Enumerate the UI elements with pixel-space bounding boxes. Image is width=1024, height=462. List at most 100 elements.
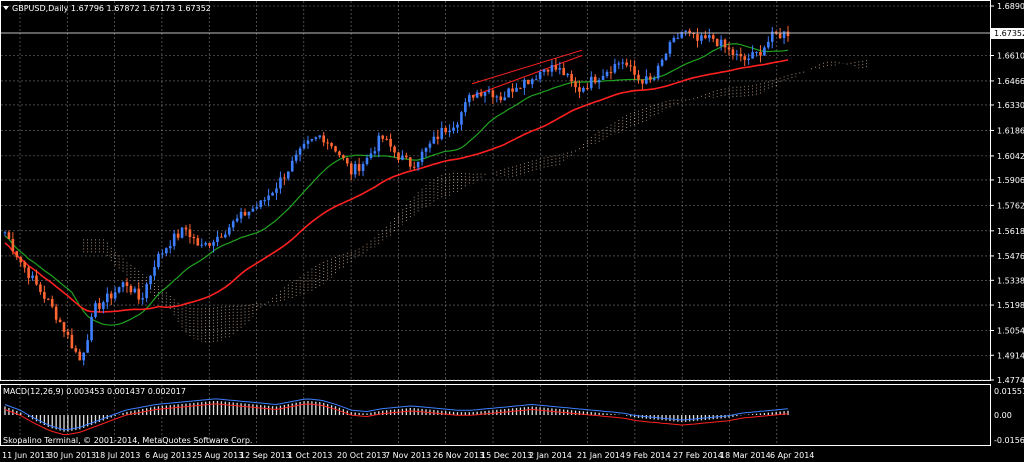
price-axis[interactable]: 1.68900 1.66100 1.64660 1.63300 1.61860 1.604… [990, 2, 1024, 385]
candle-body [54, 306, 58, 320]
candle-body [530, 79, 534, 85]
candle-body [715, 38, 719, 46]
candle-body [377, 135, 381, 152]
macd-axis-tick: 0.00 [994, 411, 1012, 420]
candle-body [70, 334, 74, 349]
candle-body [511, 88, 514, 92]
macd-axis[interactable]: 0.015512 0.00 -0.015621 [994, 387, 1024, 445]
candle-body [235, 218, 239, 222]
current-price-tag: 1.67352 [991, 28, 1024, 39]
candle-body [90, 316, 93, 341]
time-axis-label: 9 Feb 2014 [626, 451, 671, 460]
trend-line[interactable] [471, 49, 583, 85]
candle-body [283, 177, 286, 179]
candle-body [46, 298, 50, 300]
macd-pane[interactable] [0, 384, 991, 446]
collapse-arrow-icon[interactable] [3, 6, 9, 10]
candle-body [613, 64, 617, 73]
candle-body [589, 76, 593, 89]
trend-line[interactable] [471, 55, 583, 97]
candle-body [381, 135, 385, 139]
candle-body [267, 195, 270, 201]
candle-body [338, 151, 341, 156]
candle-body [778, 33, 782, 39]
candle-body [11, 238, 15, 252]
time-axis-label: 18 Jul 2013 [95, 451, 140, 460]
candle-body [365, 157, 369, 164]
time-axis-label: 12 Sep 2013 [240, 451, 291, 460]
candle-body [106, 293, 109, 303]
candle-body [672, 37, 676, 43]
candle-body [286, 171, 290, 179]
time-axis-label: 27 Feb 2014 [673, 451, 723, 460]
candle-body [491, 90, 495, 98]
moving-average-red [4, 59, 789, 313]
candle-body [318, 135, 322, 138]
candle-body [527, 79, 530, 85]
candle-body [452, 127, 455, 131]
candle-body [346, 158, 349, 164]
candle-body [629, 65, 632, 67]
time-axis-label: 2 Jan 2014 [529, 451, 572, 460]
candle-body [767, 41, 770, 48]
candle-body [180, 227, 184, 238]
ichimoku-cloud [83, 60, 868, 343]
candle-body [212, 242, 215, 246]
candle-body [224, 234, 227, 238]
candle-body [755, 52, 758, 54]
candle-body [405, 155, 408, 158]
macd-title: MACD(12,26,9) 0.003453 0.001437 0.002017 [3, 387, 186, 396]
candle-body [50, 299, 54, 307]
price-axis-tick: 1.60420 [997, 152, 1024, 161]
candle-body [727, 47, 731, 50]
candle-body [176, 233, 180, 238]
candle-body [401, 155, 404, 160]
candle-body [751, 52, 754, 59]
candle-body [184, 227, 188, 230]
candle-body [641, 79, 644, 84]
time-axis-label: 21 Jan 2014 [577, 451, 625, 460]
candle-body [519, 87, 522, 89]
symbol-title-text: GBPUSD,Daily 1.67796 1.67872 1.67173 1.6… [12, 4, 211, 13]
symbol-title: GBPUSD,Daily 1.67796 1.67872 1.67173 1.6… [3, 4, 211, 13]
price-axis-tick: 1.59060 [997, 176, 1024, 185]
candle-body [456, 124, 459, 128]
candle-body [593, 76, 597, 83]
candle-body [19, 257, 23, 263]
price-axis-tick: 1.61860 [997, 126, 1024, 135]
candle-body [464, 102, 467, 113]
candle-body [239, 211, 243, 219]
candle-body [117, 287, 121, 293]
candle-body [723, 39, 727, 48]
candle-body [645, 76, 648, 84]
candle-body [554, 65, 558, 70]
candle-body [168, 246, 172, 249]
main-pane[interactable] [0, 0, 991, 381]
candle-body [342, 155, 345, 159]
candle-body [161, 253, 164, 255]
price-axis-tick: 1.50540 [997, 327, 1024, 336]
candle-body [605, 71, 609, 76]
time-axis-label: 25 Aug 2013 [192, 451, 243, 460]
price-axis-tick: 1.51980 [997, 301, 1024, 310]
candle-body [637, 74, 640, 80]
copyright-footer: Skopalino Terminal, © 2001-2014, MetaQuo… [3, 436, 252, 445]
candle-body [231, 221, 235, 228]
macd-main-line [4, 398, 789, 431]
candle-body [310, 138, 314, 141]
candle-body [263, 200, 266, 202]
candle-body [668, 42, 672, 54]
price-axis-tick: 1.54760 [997, 252, 1024, 261]
candle-body [538, 72, 542, 80]
candle-body [141, 298, 145, 300]
candle-body [700, 35, 703, 41]
candle-body [15, 251, 19, 258]
price-axis-tick: 1.49140 [997, 351, 1024, 360]
candle-body [357, 164, 361, 171]
candle-body [676, 37, 680, 39]
candle-body [487, 90, 491, 93]
candle-body [680, 31, 684, 38]
